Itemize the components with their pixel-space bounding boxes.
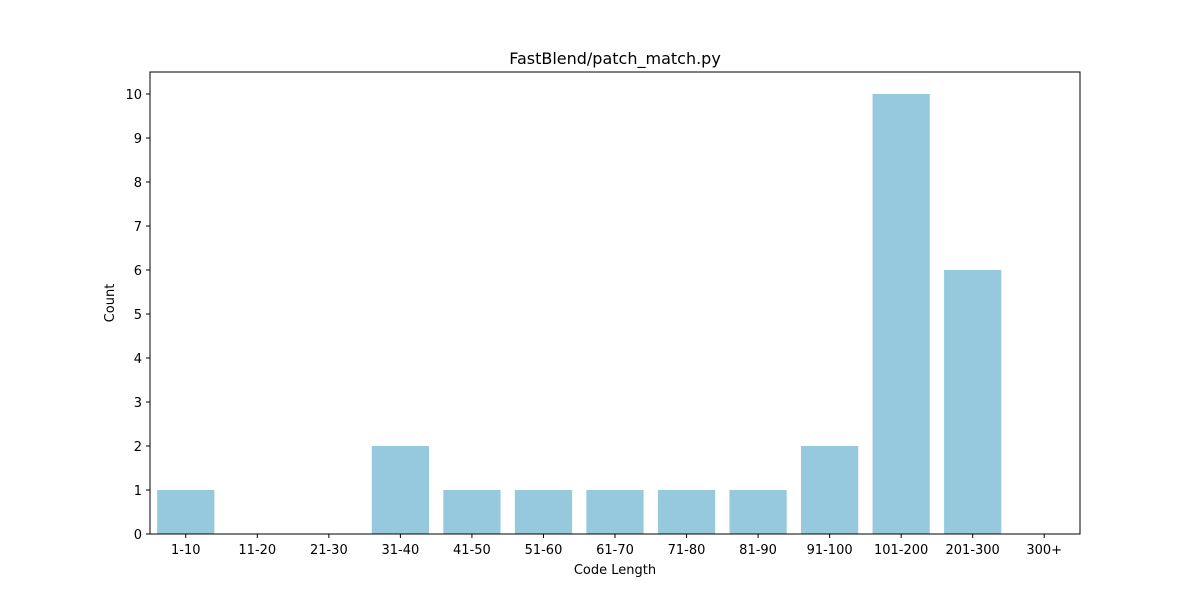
x-axis: 1-10 11-20 21-30 31-40 41-50 51-60 61-70 71-80 8… — [171, 534, 1062, 558]
y-tick-label: 5 — [134, 308, 142, 323]
y-axis: 0 1 2 3 4 5 6 7 8 9 10 — [125, 88, 150, 543]
x-tick-label: 71-80 — [668, 543, 706, 558]
x-tick-label: 91-100 — [807, 543, 853, 558]
x-tick-label: 61-70 — [596, 543, 634, 558]
x-tick-label: 300+ — [1026, 543, 1062, 558]
x-tick-label: 201-300 — [946, 543, 1000, 558]
bar-1-10 — [157, 490, 215, 534]
x-tick-label: 1-10 — [171, 543, 201, 558]
y-tick-label: 0 — [134, 528, 142, 543]
x-tick-label: 101-200 — [874, 543, 928, 558]
x-axis-label: Code Length — [574, 563, 656, 578]
x-tick-label: 41-50 — [453, 543, 491, 558]
bar-91-100 — [801, 446, 859, 534]
bar-81-90 — [729, 490, 787, 534]
bar-41-50 — [443, 490, 501, 534]
x-tick-label: 51-60 — [525, 543, 563, 558]
bar-61-70 — [586, 490, 644, 534]
y-tick-label: 9 — [134, 132, 142, 147]
bar-71-80 — [657, 490, 716, 534]
y-tick-label: 2 — [134, 440, 142, 455]
x-tick-label: 31-40 — [381, 543, 419, 558]
x-tick-label: 21-30 — [310, 543, 348, 558]
bar-51-60 — [514, 490, 573, 534]
y-tick-label: 8 — [134, 176, 142, 191]
bar-101-200 — [872, 94, 930, 534]
bars-group — [157, 94, 1002, 534]
y-tick-label: 6 — [134, 264, 142, 279]
y-tick-label: 1 — [134, 484, 142, 499]
bar-31-40 — [371, 446, 429, 534]
bar-201-300 — [944, 270, 1002, 534]
y-axis-label: Count — [103, 284, 118, 323]
y-tick-label: 10 — [125, 88, 142, 103]
plot-frame — [149, 71, 1081, 535]
y-tick-label: 7 — [134, 220, 142, 235]
x-tick-label: 81-90 — [739, 543, 777, 558]
x-tick-label: 11-20 — [238, 543, 276, 558]
chart-title: FastBlend/patch_match.py — [509, 49, 721, 69]
y-tick-label: 4 — [134, 352, 142, 367]
y-tick-label: 3 — [134, 396, 142, 411]
